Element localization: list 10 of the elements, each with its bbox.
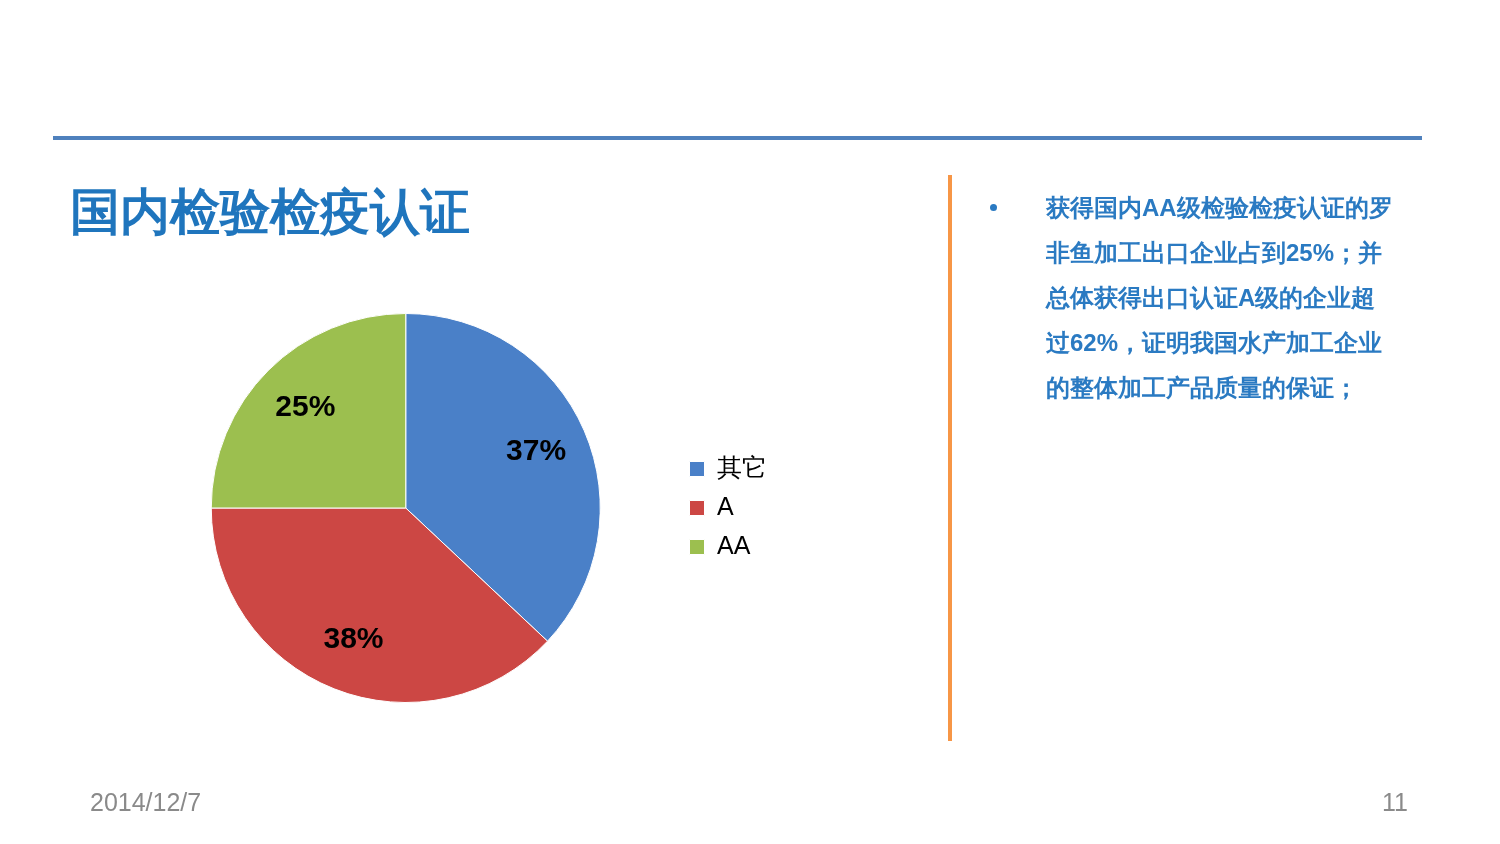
data-label: 25% (275, 388, 336, 422)
legend-label: A (717, 491, 734, 520)
legend-label: AA (717, 530, 751, 559)
text: 获得国内AA级检验检疫认证的罗非鱼加工出口企业占到25%；并总体获得出口认证A级的企业超过62%，证明我国水产加工企业的整体加工产品质量的保证； (1046, 193, 1394, 403)
data-label: 37% (506, 432, 567, 466)
data-label: 38% (323, 621, 384, 655)
legend-label: 其它 (717, 452, 767, 481)
text: 11 (1382, 788, 1408, 817)
text: 2014/12/7 (90, 788, 202, 817)
chart-title: 国内检验检疫认证 (70, 183, 470, 242)
